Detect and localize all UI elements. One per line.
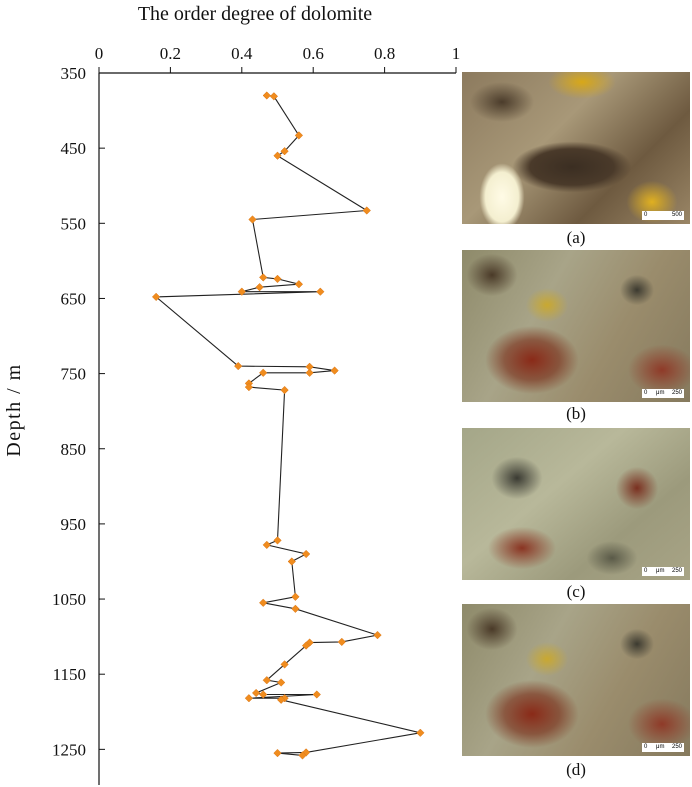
y-tick-label: 1150 (53, 665, 86, 684)
data-point (280, 147, 289, 156)
scale-end: 250 (671, 568, 682, 574)
data-point (273, 151, 282, 160)
data-point (259, 598, 268, 607)
data-point (280, 660, 289, 669)
y-axis-title: Depth / m (3, 363, 25, 457)
scale-bar: 0 μm 250 (642, 567, 684, 576)
data-point (305, 638, 314, 647)
data-point (273, 748, 282, 758)
data-point (301, 641, 311, 650)
scale-start: 0 (644, 568, 648, 574)
photomicrograph-b: 0 μm 250 (462, 250, 690, 402)
data-point (312, 690, 321, 699)
data-point (287, 557, 296, 566)
data-point (416, 728, 425, 737)
data-point (244, 694, 254, 703)
data-point (262, 540, 271, 550)
x-tick-label: 0.6 (303, 44, 324, 63)
series-polyline (154, 94, 421, 756)
series-points (151, 91, 425, 760)
data-point (294, 131, 304, 140)
y-tick-label: 450 (61, 139, 87, 158)
data-point (269, 92, 279, 101)
scale-start: 0 (644, 212, 648, 218)
x-tick-label: 0.8 (374, 44, 395, 63)
scale-end: 250 (671, 390, 682, 396)
panel-label-c: (c) (566, 582, 586, 601)
data-point (273, 536, 282, 545)
photomicrograph-c: 0 μm 250 (462, 428, 690, 580)
data-point (259, 690, 268, 699)
y-tick-label: 350 (61, 64, 87, 83)
data-point (234, 361, 243, 371)
data-point (337, 637, 346, 647)
data-point (251, 688, 261, 698)
data-point (237, 287, 246, 296)
photomicrograph-d: 0 μm 250 (462, 604, 690, 756)
scale-unit: μm (656, 390, 665, 396)
scale-unit: μm (656, 744, 665, 750)
axes: 0 0.2 0.4 0.6 0.8 1 350 450 550 650 750 850 950 1050 1… (52, 44, 460, 785)
data-point (273, 274, 282, 284)
data-point (362, 206, 371, 215)
x-tick-label: 0 (95, 44, 104, 63)
data-point (244, 382, 254, 392)
data-point (294, 280, 304, 289)
data-point (255, 283, 264, 292)
data-point (316, 287, 325, 296)
data-point (248, 215, 257, 224)
scale-start: 0 (644, 744, 648, 750)
data-point (330, 366, 339, 375)
y-tick-label: 950 (61, 515, 87, 534)
y-tick-label: 1250 (52, 740, 86, 759)
y-tick-label: 650 (61, 289, 87, 308)
y-tick-label: 850 (61, 440, 87, 459)
x-axis-title: The order degree of dolomite (138, 3, 372, 25)
x-tick-label: 1 (452, 44, 461, 63)
data-point (259, 273, 268, 282)
data-point (373, 630, 382, 640)
scale-end: 500 (671, 212, 682, 218)
data-point (291, 604, 300, 613)
photomicrograph-a: 0 500 (462, 72, 690, 224)
data-point (305, 368, 314, 377)
y-tick-label: 550 (61, 214, 87, 233)
data-point (291, 592, 300, 601)
data-point (276, 695, 286, 704)
y-tick-label: 1050 (52, 590, 86, 609)
x-tick-label: 0.2 (160, 44, 181, 63)
data-point (301, 549, 311, 559)
scale-unit: μm (656, 568, 665, 574)
data-point (280, 385, 289, 395)
scale-bar: 0 500 (642, 211, 684, 220)
scale-bar: 0 μm 250 (642, 743, 684, 752)
y-tick-label: 750 (61, 365, 87, 384)
panel-label-d: (d) (566, 760, 586, 779)
panel-label-a: (a) (566, 228, 586, 247)
data-point (262, 91, 271, 100)
scale-start: 0 (644, 390, 648, 396)
panel-label-b: (b) (566, 404, 586, 423)
series-line (154, 94, 421, 756)
data-point (276, 678, 286, 687)
scale-bar: 0 μm 250 (642, 389, 684, 398)
data-point (262, 676, 271, 685)
x-tick-label: 0.4 (231, 44, 253, 63)
data-point (151, 292, 161, 302)
data-point (298, 751, 307, 760)
scale-end: 250 (671, 744, 682, 750)
data-point (259, 368, 268, 377)
